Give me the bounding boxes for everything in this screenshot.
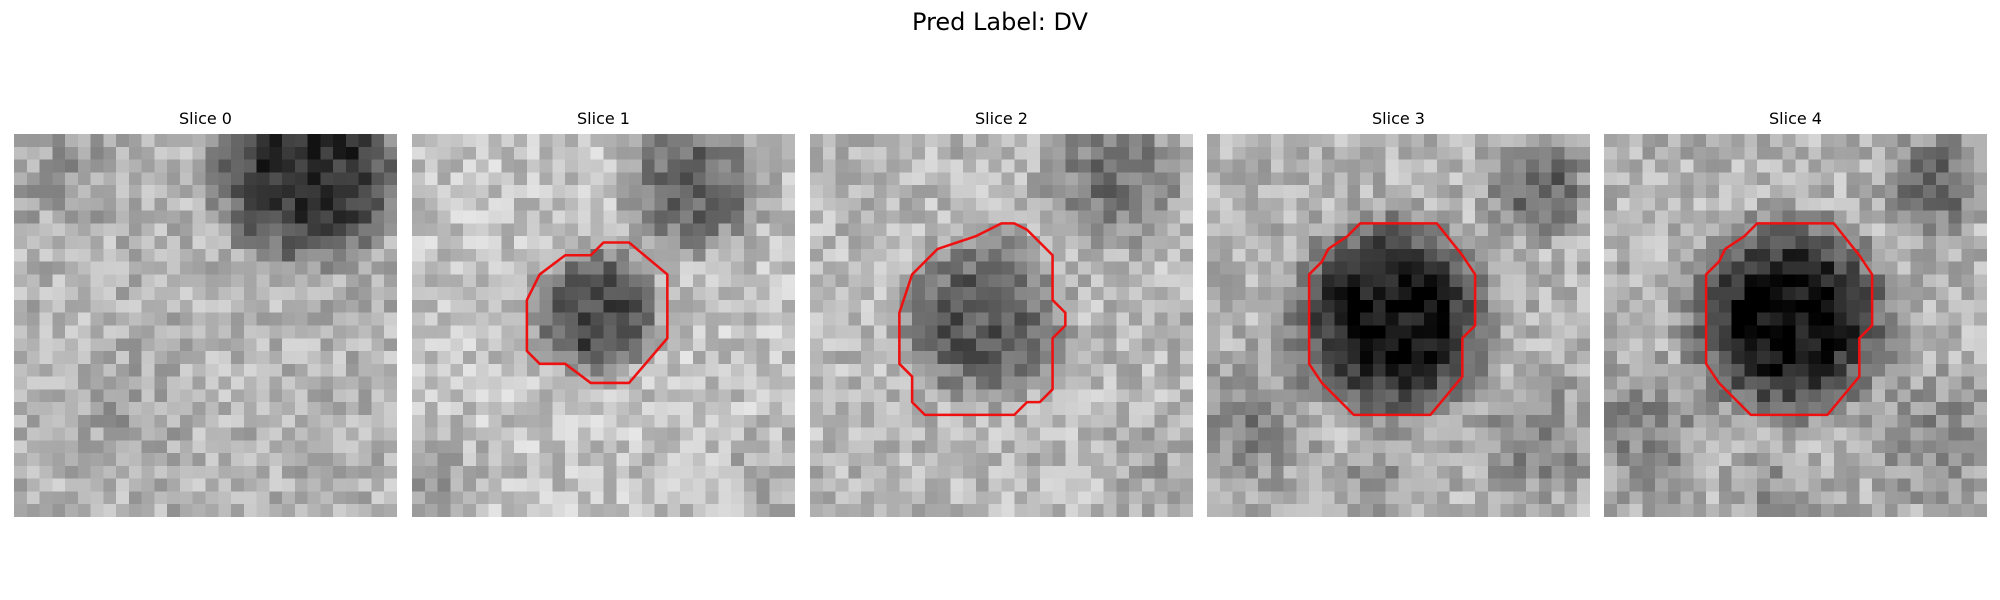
slice-panel-0: Slice 0: [14, 108, 397, 517]
lesion-contour-overlay: [898, 222, 1067, 417]
slice-title: Slice 0: [179, 109, 232, 128]
figure-title: Pred Label: DV: [912, 8, 1088, 36]
slice-panel-3: Slice 3: [1207, 108, 1590, 517]
lesion-contour-overlay: [14, 134, 397, 517]
lesion-contour: [1307, 222, 1477, 417]
slice-image-4: [1604, 134, 1987, 517]
slice-panel-4: Slice 4: [1604, 108, 1987, 517]
slice-panel-1: Slice 1: [412, 108, 795, 517]
lesion-contour: [525, 241, 669, 385]
slice-panel-2: Slice 2: [810, 108, 1193, 517]
slice-canvas: [1604, 134, 1987, 517]
lesion-contour: [1704, 222, 1874, 417]
lesion-contour-overlay: [1307, 222, 1477, 417]
slice-title: Slice 3: [1372, 109, 1425, 128]
slice-canvas: [810, 134, 1193, 517]
slice-image-0: [14, 134, 397, 517]
slice-image-1: [412, 134, 795, 517]
slice-canvas: [14, 134, 397, 517]
lesion-contour-overlay: [1704, 222, 1874, 417]
slice-image-3: [1207, 134, 1590, 517]
slice-title: Slice 1: [577, 109, 630, 128]
slice-canvas: [1207, 134, 1590, 517]
slice-title: Slice 2: [975, 109, 1028, 128]
slice-canvas: [412, 134, 795, 517]
lesion-contour-overlay: [525, 241, 669, 385]
slice-image-2: [810, 134, 1193, 517]
slice-title: Slice 4: [1769, 109, 1822, 128]
lesion-contour: [898, 222, 1067, 417]
